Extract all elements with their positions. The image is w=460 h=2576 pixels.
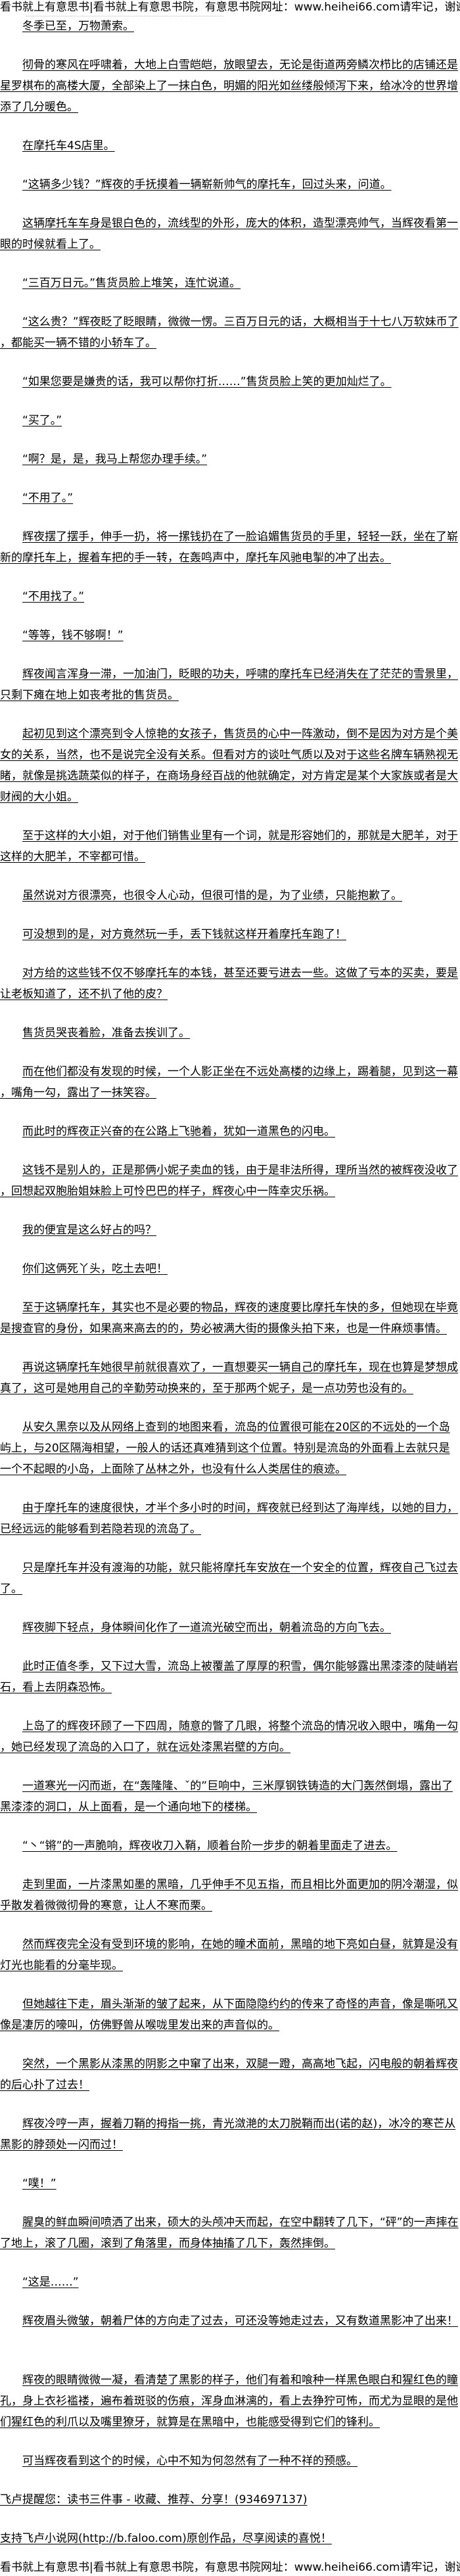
- paragraph: “丶“锵”的一声脆响，辉夜收刀入鞘，顺着台阶一步步的朝着里面走了进去。: [22, 1839, 398, 1852]
- paragraph: “三百万日元。”售货员脸上堆笑，连忙说道。: [22, 277, 241, 290]
- paragraph: 彻骨的寒风在呼啸着，大地上白雪皑皑，放眼望去，无论是街道两旁鳞次栉比的店铺还是星…: [0, 58, 458, 114]
- paragraph: 而此时的辉夜正兴奋的在公路上飞驰着，犹如一道黑色的闪电。: [22, 1125, 335, 1138]
- paragraph: 突然，一个黑影从漆黑的阴影之中窜了出来，双腿一蹬，高高地飞起，闪电般的朝着辉夜的…: [0, 2058, 458, 2092]
- paragraph: “等等，钱不够啊！”: [22, 629, 124, 642]
- paragraph: “这辆多少钱？”辉夜的手抚摸着一辆崭新帅气的摩托车，回过头来，问道。: [22, 178, 392, 191]
- paragraph: “这是……”: [22, 2276, 79, 2289]
- paragraph: 这辆摩托车车身是银白色的，流线型的外形，庞大的体积，造型漂亮帅气，当辉夜看第一眼…: [0, 217, 458, 251]
- reminder-line: 飞卢提醒您：读书三件事 - 收藏、推荐、分享！(934697137): [0, 2493, 308, 2506]
- paragraph: “啊？是，是，我马上帮您办理手续。”: [22, 453, 208, 466]
- paragraph: 辉夜眉头微皱，朝着尸体的方向走了过去，可还没等她走过去，又有数道黑影冲了出来！: [22, 2314, 458, 2328]
- paragraph: 再说这辆摩托车她很早前就很喜欢了，一直想要买一辆自己的摩托车，现在也算是梦想成真…: [0, 1361, 458, 1395]
- paragraph: 辉夜冷哼一声，握着刀鞘的拇指一挑，青光潋滟的太刀脱鞘而出(诺的赵)，冰冷的寒芒从…: [0, 2117, 456, 2151]
- paragraph: 虽然说对方很漂亮，也很令人心动，但很可惜的是，为了业绩，只能抱歉了。: [22, 889, 402, 902]
- paragraph: 上岛了的辉夜环顾了一下四周，随意的瞥了几眼，将整个流岛的情况收入眼中，嘴角一勾，…: [0, 1720, 458, 1754]
- paragraph: “不用了。”: [22, 492, 74, 505]
- paragraph: 然而辉夜完全没有受到环境的影响，在她的瞳术面前，黑暗的地下亮如白昼，就算是没有灯…: [0, 1938, 458, 1972]
- paragraph: 可没想到的是，对方竟然玩一手，丢下钱就这样开着摩托车跑了！: [22, 928, 346, 941]
- paragraph: 此时正值冬季，又下过大雪，流岛上被覆盖了厚厚的积雪，偶尔能够露出黑漆漆的陡峭岩石…: [0, 1660, 458, 1694]
- paragraph: 在摩托车4S店里。: [22, 139, 115, 152]
- paragraph: 辉夜的眼睛微微一凝，看清楚了黑影的样子，他们有着和喰种一样黑色眼白和猩红色的瞳孔…: [0, 2374, 458, 2429]
- paragraph: 腥臭的鲜血瞬间喷洒了出来，硕大的头颅冲天而起，在空中翻转了几下，“砰”的一声摔在…: [0, 2216, 459, 2250]
- paragraph: 至于这辆摩托车，其实也不是必要的物品，辉夜的速度要比摩托车快的多，但她现在毕竟是…: [0, 1301, 458, 1335]
- paragraph: “如果您要是嫌贵的话，我可以帮你打折……”售货员脸上笑的更加灿烂了。: [22, 375, 392, 388]
- paragraph: “这么贵？”辉夜眨了眨眼睛，微微一愣。三百万日元的话，大概相当于十七八万软妹币了…: [0, 315, 459, 350]
- paragraph: 走到里面，一片漆黑如墨的黑暗，几乎伸手不见五指，而且相比外面更加的阴冷潮湿，似乎…: [0, 1878, 458, 1912]
- paragraph: 你们这俩死丫头，吃土去吧！: [22, 1262, 168, 1276]
- paragraph: “不用找了。”: [22, 590, 85, 603]
- site-notice-header: 看书就上有意思书|看书就上有意思书院，有意思书院网址：www.heihei66.…: [0, 1, 460, 14]
- paragraph: 辉夜摆了摆手，伸手一扔，将一摞钱扔在了一脸谄媚售货员的手里，轻轻一跃，坐在了崭新…: [0, 530, 458, 564]
- paragraph: 辉夜闻言浑身一滞，一加油门，眨眼的功夫，呼啸的摩托车已经消失在了茫茫的雪景里，只…: [0, 668, 458, 702]
- paragraph: “噗！”: [22, 2177, 57, 2190]
- paragraph: 这钱不是别人的，正是那俩小妮子卖血的钱，由于是非法所得，理所当然的被辉夜没收了，…: [0, 1164, 458, 1198]
- paragraph: 我的便宜是这么好占的吗？: [22, 1224, 156, 1237]
- paragraph: 由于摩托车的速度很快，才半个多小时的时间，辉夜就已经到达了海岸线，以她的目力，已…: [0, 1502, 458, 1536]
- support-line: 支持飞卢小说网(http://b.faloo.com)原创作品，尽享阅读的喜悦！: [0, 2532, 332, 2545]
- site-notice-footer: 看书就上有意思书|看书就上有意思书院，有意思书院网址：www.heihei66.…: [0, 2561, 460, 2574]
- paragraph: 从安久黑奈以及从网络上查到的地图来看，流岛的位置很可能在20区的不远处的一个岛屿…: [0, 1421, 450, 1476]
- paragraph: 只是摩托车并没有渡海的功能，就只能将摩托车安放在一个安全的位置，辉夜自己飞过去了…: [0, 1561, 458, 1596]
- paragraph: 辉夜脚下轻点，身体瞬间化作了一道流光破空而出，朝着流岛的方向飞去。: [22, 1621, 391, 1634]
- paragraph: 冬季已至，万物萧索。: [22, 20, 134, 33]
- paragraph: 而在他们都没有发现的时候，一个人影正坐在不远处高楼的边缘上，踢着腿，见到这一幕，…: [0, 1065, 458, 1099]
- chapter-content: 冬季已至，万物萧索。彻骨的寒风在呼啸着，大地上白雪皑皑，放眼望去，无论是街道两旁…: [0, 16, 460, 2567]
- paragraph: 对方给的这些钱不仅不够摩托车的本钱，甚至还要亏进去一些。这做了亏本的买卖，要是让…: [0, 967, 458, 1001]
- paragraph: 售货员哭丧着脸，准备去挨训了。: [22, 1026, 190, 1040]
- paragraph: 但她越往下走，眉头渐渐的皱了起来，从下面隐隐约约的传来了奇怪的声音，像是嘶吼又像…: [0, 1998, 458, 2032]
- paragraph: 起初见到这个漂亮到令人惊艳的女孩子，售货员的心中一阵激动，倒不是因为对方是个美女…: [0, 727, 458, 804]
- paragraph: 一道寒光一闪而逝，在“轰隆隆、ˇ的”巨响中，三米厚钢铁铸造的大门轰然倒塌，露出了…: [0, 1780, 453, 1814]
- paragraph: 至于这样的大小姐，对于他们销售业里有一个词，就是形容她们的，那就是大肥羊，对于这…: [0, 829, 458, 863]
- paragraph: 可当辉夜看到这个的时候，心中不知为何忽然有了一种不祥的预感。: [22, 2454, 357, 2468]
- paragraph: “买了。”: [22, 414, 62, 427]
